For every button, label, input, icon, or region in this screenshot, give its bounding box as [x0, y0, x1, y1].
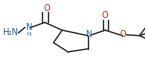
Text: O: O [44, 4, 50, 13]
Text: H: H [26, 32, 31, 37]
Text: O: O [102, 11, 108, 20]
Text: O: O [120, 30, 126, 39]
Text: H₂N: H₂N [2, 28, 19, 37]
Text: N: N [25, 23, 32, 32]
Text: N: N [85, 30, 92, 39]
